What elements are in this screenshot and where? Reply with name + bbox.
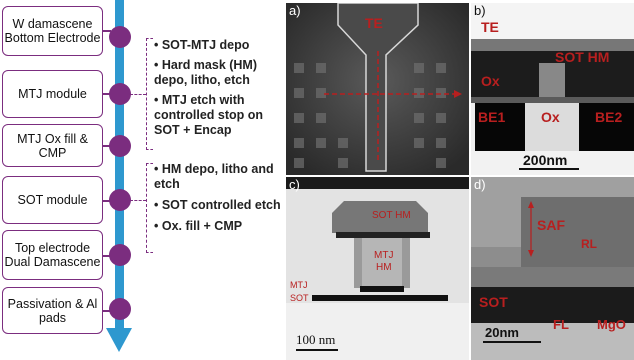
sot-module-steps: • HM depo, litho and etch • SOT controll… [154,162,286,240]
panel-b-be2-label: BE2 [595,109,623,125]
connector [103,30,111,32]
flow-step-sot-module: SOT module [2,176,103,224]
flow-step-passivation: Passivation & Al pads [2,287,103,334]
flow-step-top-electrode: Top electrode Dual Damascene [2,230,103,280]
flow-arrow-shaft [115,0,124,330]
step-item: • SOT-MTJ depo [154,38,250,52]
flow-arrow-head [106,328,132,352]
panel-b-ox-mid-label: Ox [541,109,560,125]
panel-d-mgo-label: MgO [597,317,626,332]
flow-dot [108,189,131,211]
connector [103,255,111,257]
flow-dot [108,298,131,320]
flow-dot [108,26,131,48]
panel-d-label: d) [474,177,486,192]
panel-b-label: b) [474,3,486,18]
flow-step-mtj-ox-fill: MTJ Ox fill & CMP [2,124,103,167]
panel-b-ox-top-label: Ox [481,73,500,89]
panel-c-sot-hm-label: SOT HM [372,210,411,221]
panel-b-image [471,3,634,175]
connector [103,310,111,312]
flow-step-bottom-electrode: W damascene Bottom Electrode [2,6,103,56]
flow-dot [108,244,131,266]
connector [103,93,111,95]
connector [103,200,111,202]
panel-c-sot-label: SOT [290,293,309,303]
connector [103,145,111,147]
flow-dot [108,135,131,157]
panel-b-sot-hm-label: SOT HM [555,49,610,65]
step-item: • HM depo, litho and etch [154,162,274,191]
panel-d-image [471,177,634,360]
panel-d-hrtem: d) SAF RL SOT FL MgO 20nm [471,177,634,360]
mtj-bracket [146,38,153,150]
sot-bracket-tick [130,200,146,201]
panel-c-mtj-hm-label-2: HM [376,262,392,273]
panel-c-mtj-hm-label-1: MTJ [374,250,394,261]
mtj-module-steps: • SOT-MTJ depo • Hard mask (HM) depo, li… [154,38,286,144]
mtj-bracket-tick [130,94,146,95]
step-item: • SOT controlled etch [154,198,281,212]
panel-d-scale-label: 20nm [485,325,519,340]
panel-c-label: c) [289,177,300,192]
panel-b-te-label: TE [481,19,499,35]
panel-d-sot-label: SOT [479,294,508,310]
step-item: • MTJ etch with controlled stop on SOT +… [154,93,264,137]
panel-d-rl-label: RL [581,237,597,251]
panel-d-saf-label: SAF [537,217,565,233]
panel-b-tem-cross-section: b) TE SOT HM Ox BE1 Ox BE2 200nm [471,3,634,175]
panel-a-label: a) [289,3,301,18]
panel-d-fl-label: FL [553,317,569,332]
panel-a-image [286,3,469,175]
panel-b-scale-label: 200nm [523,152,568,168]
step-item: • Ox. fill + CMP [154,219,243,233]
panel-c-tem-cross-section: c) SOT HM MTJ HM MTJ SOT 100 nm [286,177,469,360]
step-item: • Hard mask (HM) depo, litho, etch [154,58,258,87]
panel-b-be1-label: BE1 [478,109,506,125]
flow-step-mtj-module: MTJ module [2,70,103,118]
panel-c-scale-label: 100 nm [296,332,336,347]
panel-a-te-label: TE [365,15,383,31]
sot-bracket [146,163,153,253]
panel-a-sem-top-view: a) TE [286,3,469,175]
panel-c-mtj-label: MTJ [290,280,308,290]
panel-c-image [286,177,469,360]
flow-dot [108,83,131,105]
